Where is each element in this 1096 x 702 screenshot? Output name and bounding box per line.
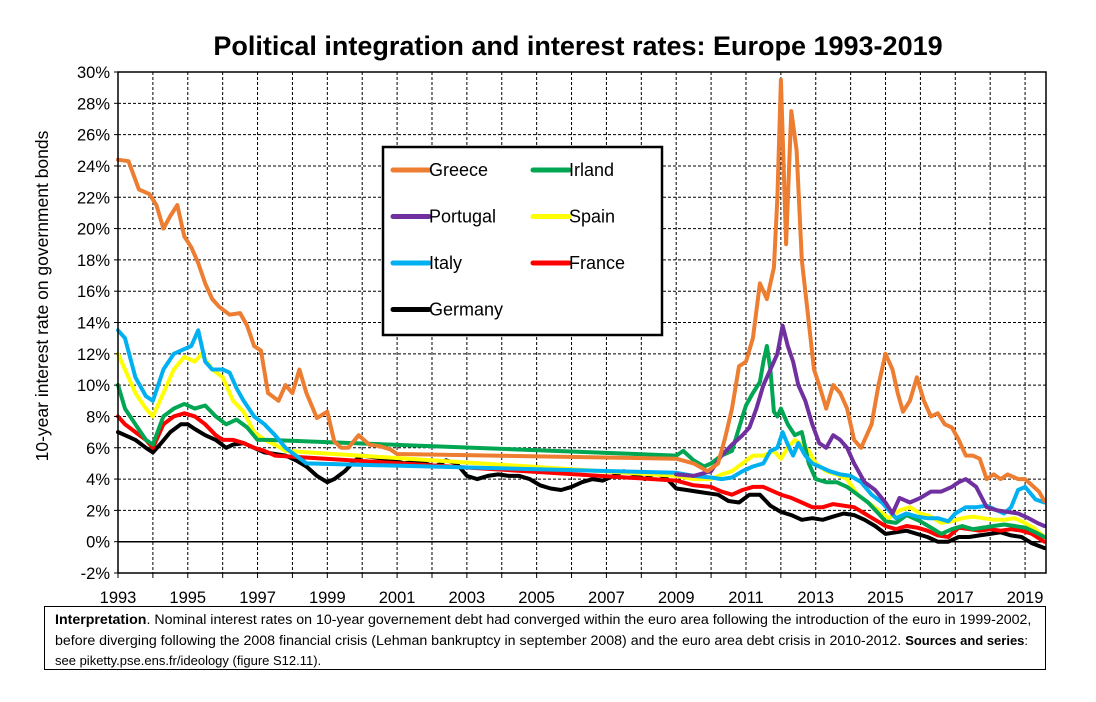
interpretation-note: Interpretation. Nominal interest rates o… [44,606,1046,670]
x-tick-label: 2019 [1007,589,1044,606]
legend-label-portugal: Portugal [429,207,496,227]
axes: -2% 0% 2% 4% 6% 8% 10% 12% 14% 16% 18% 20% 22% 24% 26%… [77,64,1047,606]
y-tick-label: 20% [77,221,110,239]
x-tick-label: 2015 [867,589,904,606]
legend-label-spain: Spain [569,207,615,227]
y-tick-label: 14% [77,315,110,333]
y-tick-label: 16% [77,283,110,301]
sources-text: : see piketty.pse.ens.fr/ideology (figur… [55,632,1029,669]
series-line-greece [116,77,1047,503]
y-tick-label: 8% [86,408,110,426]
y-tick-label: -2% [81,565,111,583]
x-tick-label: 1993 [100,589,137,606]
note-lead: Interpretation [55,612,147,628]
x-tick-label: 2001 [379,589,416,606]
y-tick-label: 12% [77,346,110,364]
y-tick-label: 2% [86,502,110,520]
y-tick-label: 18% [77,252,110,270]
chart-title: Political integration and interest rates… [213,31,942,61]
x-tick-label: 2003 [449,589,486,606]
legend-label-italy: Italy [429,253,462,273]
series-line-italy [116,328,1047,524]
x-tick-label: 1999 [309,589,346,606]
y-tick-label: 6% [86,440,110,458]
x-tick-label: 1995 [169,589,206,606]
y-tick-label: 28% [77,95,110,113]
y-tick-label: 4% [86,471,110,489]
y-tick-label: 26% [77,127,110,145]
y-tick-label: 0% [86,534,110,552]
legend: Greece Irland Portugal Spain Italy France Germ… [381,145,664,337]
y-tick-label: 22% [77,189,110,207]
sources-label: Sources and series [905,632,1025,648]
x-tick-label: 2017 [937,589,974,606]
series-line-france [116,411,1047,544]
y-tick-label: 10% [77,377,110,395]
series-line-portugal [674,323,1047,528]
series-line-germany [116,422,1047,550]
x-tick-label: 2005 [518,589,555,606]
x-tick-label: 2009 [658,589,695,606]
y-axis-label: 10-year interest rate on government bond… [32,130,52,461]
y-tick-label: 30% [77,64,110,82]
x-tick-label: 2007 [588,589,625,606]
x-tick-label: 2011 [728,589,763,606]
legend-label-irland: Irland [569,160,614,180]
x-tick-label: 2013 [797,589,834,606]
series-line-spain [116,351,1047,539]
series-line-irland [116,344,1047,539]
chart: Political integration and interest rates… [32,31,1047,606]
note-text: . Nominal interest rates on 10-year gove… [55,612,1032,649]
series-lines [116,77,1047,550]
legend-label-greece: Greece [429,160,488,180]
x-tick-label: 1997 [239,589,276,606]
y-tick-label: 24% [77,158,110,176]
legend-label-germany: Germany [429,300,503,320]
legend-box [381,145,664,337]
legend-label-france: France [569,253,625,273]
